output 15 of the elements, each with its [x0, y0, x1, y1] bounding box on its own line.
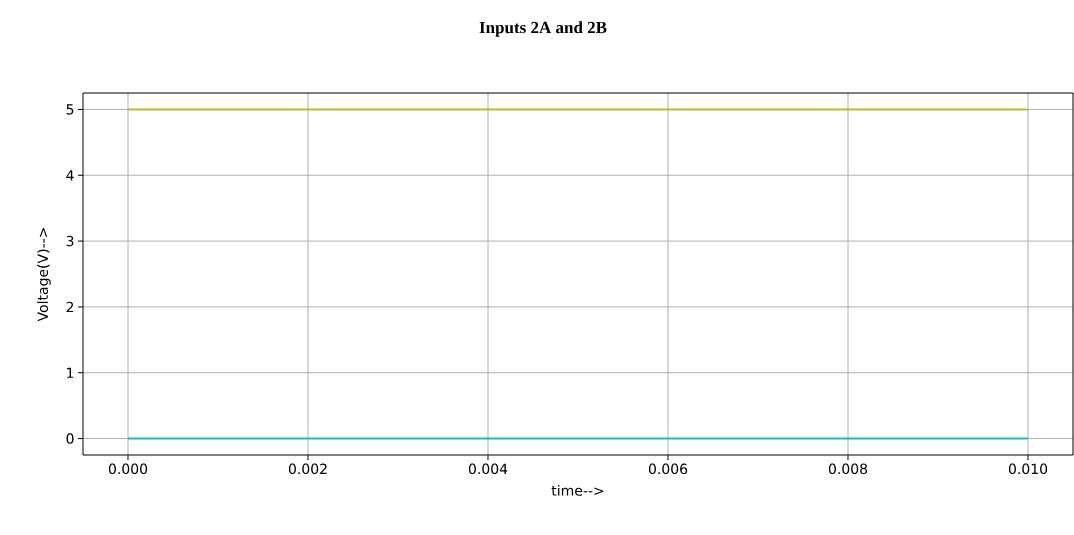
chart-title: Inputs 2A and 2B [479, 21, 607, 37]
x-axis-title: time--> [551, 484, 604, 496]
y-tick-label: 4 [66, 170, 74, 181]
y-tick-label: 0 [66, 433, 74, 444]
x-tick-label: 0.004 [468, 463, 508, 475]
x-tick-label: 0.006 [648, 463, 688, 475]
y-tick-label: 5 [66, 104, 74, 115]
y-axis-title: Voltage(V)--> [37, 228, 51, 322]
x-tick-label: 0.010 [1008, 463, 1048, 475]
y-tick-label: 2 [66, 301, 74, 313]
x-tick-label: 0.008 [828, 463, 868, 475]
x-tick-label: 0.000 [108, 463, 148, 475]
y-tick-label: 3 [66, 235, 74, 247]
y-tick-label: 1 [67, 367, 74, 378]
x-tick-label: 0.002 [288, 463, 327, 475]
